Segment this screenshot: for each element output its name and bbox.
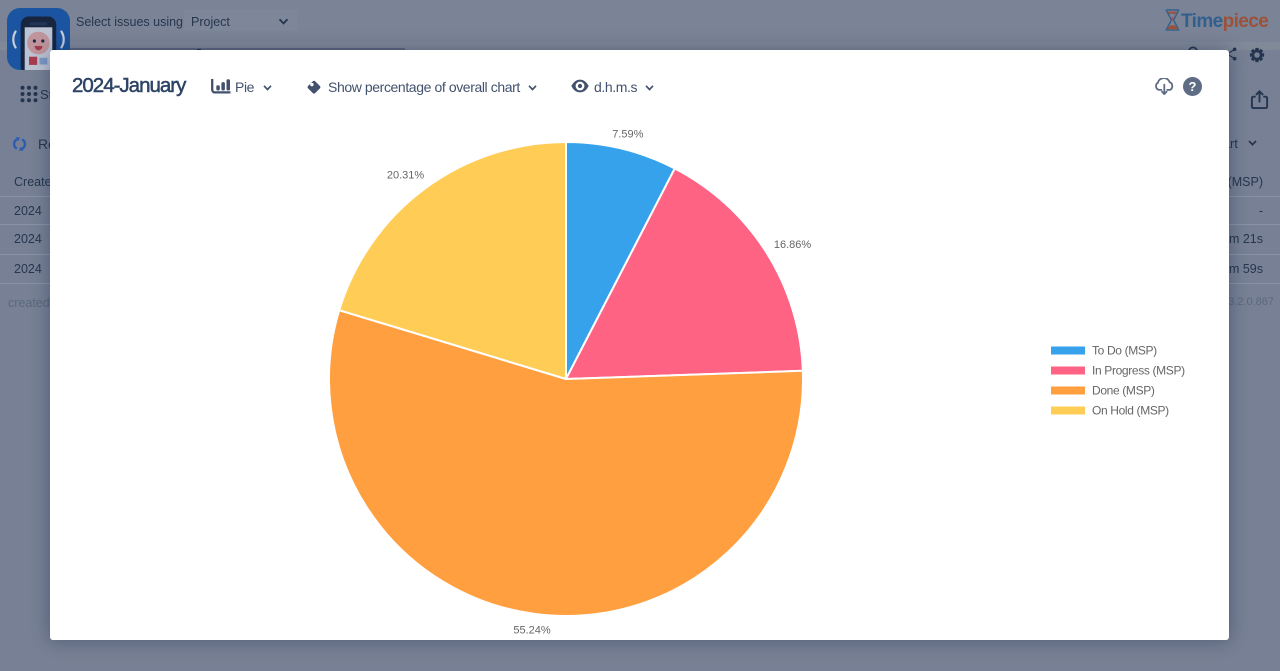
svg-text:7.59%: 7.59% bbox=[612, 129, 643, 141]
svg-text:In Progress (MSP): In Progress (MSP) bbox=[1092, 364, 1185, 378]
svg-text:20.31%: 20.31% bbox=[387, 170, 425, 182]
svg-text:?: ? bbox=[1189, 79, 1197, 94]
svg-text:16.86%: 16.86% bbox=[774, 239, 812, 251]
svg-text:On Hold (MSP): On Hold (MSP) bbox=[1092, 404, 1169, 418]
svg-text:To Do (MSP): To Do (MSP) bbox=[1092, 344, 1157, 358]
svg-text:55.24%: 55.24% bbox=[513, 625, 551, 637]
svg-text:Done (MSP): Done (MSP) bbox=[1092, 384, 1155, 398]
